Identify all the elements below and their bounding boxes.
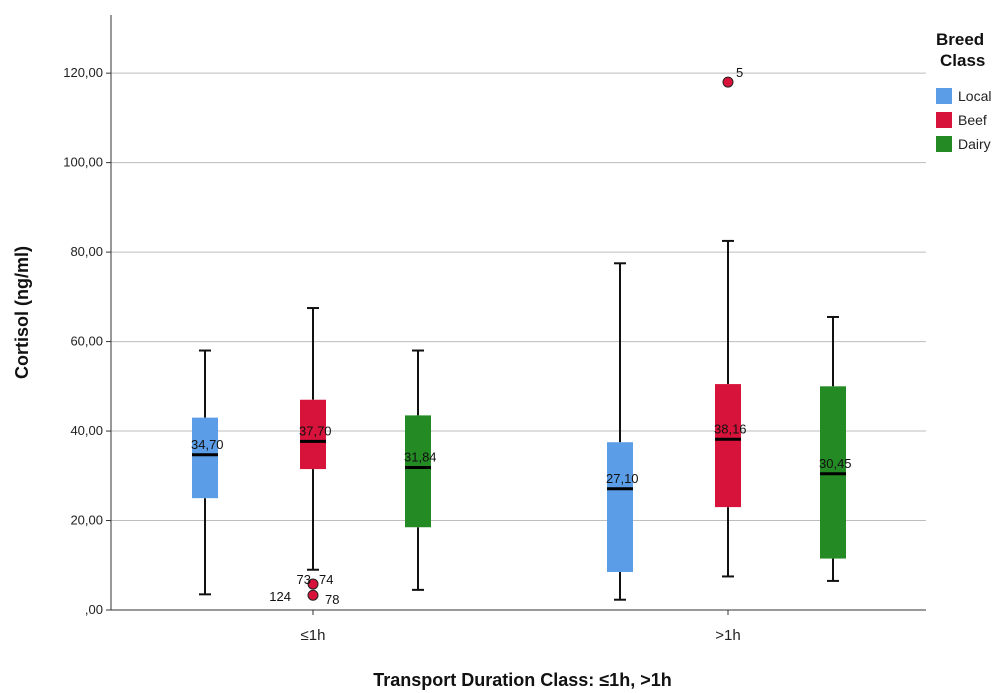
legend-title-line-2: Class	[940, 51, 985, 70]
y-tick-label: 120,00	[63, 65, 103, 80]
box-dairy: 31,84	[404, 349, 437, 591]
box-beef: 38,16 5	[714, 65, 747, 578]
iqr-box	[607, 442, 633, 572]
y-tick-label: ,00	[85, 602, 103, 617]
box-beef: 37,70 74 73 78 124	[269, 307, 339, 607]
outlier-point	[307, 589, 319, 601]
outlier-label: 124	[269, 589, 291, 604]
legend-swatch-beef	[936, 112, 952, 128]
legend-title-line-1: Breed	[936, 30, 984, 49]
iqr-box	[192, 417, 218, 499]
y-tick-label: 60,00	[70, 334, 103, 349]
median-label: 31,84	[404, 450, 437, 465]
y-axis-title: Cortisol (ng/ml)	[12, 246, 32, 379]
iqr-box	[715, 384, 741, 508]
legend-label-beef: Beef	[958, 112, 987, 128]
legend-swatch-local	[936, 88, 952, 104]
outlier-label: 5	[736, 65, 743, 80]
y-tick-label: 100,00	[63, 155, 103, 170]
iqr-box	[300, 399, 326, 470]
gridlines	[111, 72, 926, 522]
legend-swatch-dairy	[936, 136, 952, 152]
y-tick-label: 40,00	[70, 423, 103, 438]
outlier-label: 74	[319, 572, 333, 587]
legend-label-dairy: Dairy	[958, 136, 991, 152]
outlier-point	[722, 76, 734, 88]
x-category-label: ≤1h	[301, 627, 326, 644]
iqr-box	[405, 415, 431, 528]
y-axis-ticks: ,00 20,00 40,00 60,00 80,00 100,00 120,00	[63, 65, 111, 617]
box-local: 34,70	[191, 349, 224, 596]
y-tick-label: 20,00	[70, 513, 103, 528]
box-local: 27,10	[606, 262, 639, 601]
y-tick-label: 80,00	[70, 244, 103, 259]
median-label: 38,16	[714, 421, 747, 436]
legend: Breed Class Local Beef Dairy	[936, 30, 991, 152]
legend-label-local: Local	[958, 88, 991, 104]
outlier-point	[307, 578, 319, 590]
median-label: 27,10	[606, 471, 639, 486]
median-label: 30,45	[819, 456, 852, 471]
x-axis-title: Transport Duration Class: ≤1h, >1h	[373, 670, 671, 690]
median-label: 37,70	[299, 423, 332, 438]
outlier-label: 73	[297, 572, 311, 587]
box-dairy: 30,45	[819, 315, 852, 582]
outlier-label: 78	[325, 592, 339, 607]
boxes: 34,70 37,70 74 73 78 124 31,84 27,10 38,16 5 30,45	[191, 65, 852, 607]
median-label: 34,70	[191, 437, 224, 452]
x-axis-categories: ≤1h >1h	[301, 610, 741, 644]
x-category-label: >1h	[715, 627, 740, 644]
